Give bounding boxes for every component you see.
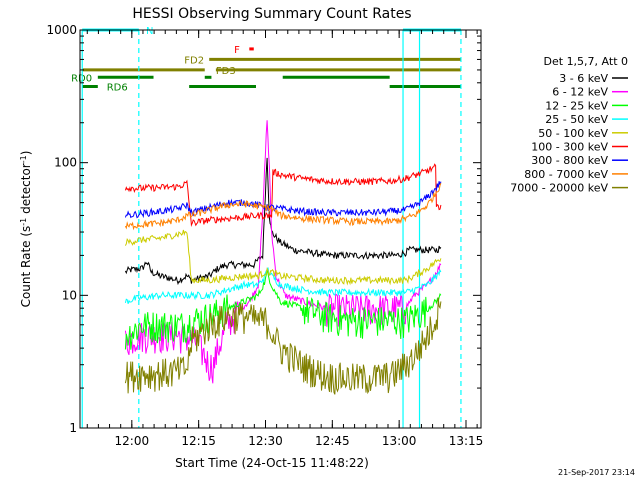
x-tick-label-0: 12:00 — [115, 434, 150, 448]
y-axis-label-end: ) — [19, 151, 33, 156]
flag-label-F: F — [234, 45, 240, 56]
legend-label-1: 6 - 12 keV — [552, 86, 608, 99]
x-tick-label-2: 12:30 — [248, 434, 283, 448]
series-line-4 — [124, 229, 442, 286]
y-axis-label: Count Rate (s-1 detector-1) — [19, 151, 33, 308]
series-line-3 — [124, 267, 442, 304]
flag-label-RD6: RD6 — [107, 83, 128, 94]
y-axis-label-sup1: -1 — [19, 218, 28, 226]
legend-label-8: 7000 - 20000 keV — [510, 182, 608, 195]
series-line-2 — [124, 269, 442, 350]
footer-timestamp: 21-Sep-2017 23:14 — [558, 468, 635, 477]
x-tick-label-3: 12:45 — [315, 434, 350, 448]
series-line-7 — [124, 183, 442, 231]
y-axis-label-main: Count Rate (s — [19, 226, 33, 308]
series-line-6 — [124, 181, 442, 219]
series-line-0 — [124, 157, 442, 286]
flag-label-FD3: FD3 — [216, 66, 236, 77]
x-tick-label-1: 12:15 — [181, 434, 216, 448]
legend-label-6: 300 - 800 keV — [531, 154, 608, 167]
legend-label-3: 25 - 50 keV — [545, 113, 608, 126]
plot-frame — [79, 29, 482, 429]
y-tick-label-1: 10 — [62, 288, 77, 302]
y-axis-label-mid: detector — [19, 163, 33, 218]
series-line-5 — [124, 163, 442, 228]
flag-label-RD0: RD0 — [71, 73, 92, 84]
flag-label-N: N — [146, 26, 153, 37]
legend-title: Det 1,5,7, Att 0 — [544, 55, 628, 68]
y-tick-label-2: 100 — [54, 156, 77, 170]
legend-label-7: 800 - 7000 keV — [524, 168, 608, 181]
flag-label-FD2: FD2 — [184, 55, 204, 66]
y-tick-label-3: 1000 — [46, 23, 77, 37]
x-tick-label-4: 13:00 — [382, 434, 417, 448]
legend-label-4: 50 - 100 keV — [538, 127, 608, 140]
chart-title: HESSI Observing Summary Count Rates — [132, 6, 411, 22]
series-line-8 — [124, 297, 442, 395]
legend-label-0: 3 - 6 keV — [559, 72, 608, 85]
legend-label-5: 100 - 300 keV — [531, 141, 608, 154]
legend-label-2: 12 - 25 keV — [545, 99, 608, 112]
y-tick-label-0: 1 — [69, 421, 77, 435]
axes: 1 10 100 1000 12:00 12:15 12:30 12:45 13:00 13:15 — [46, 23, 483, 448]
series-lines — [124, 120, 442, 395]
x-axis-label: Start Time (24-Oct-15 11:48:22) — [175, 456, 369, 470]
x-tick-label-5: 13:15 — [449, 434, 484, 448]
y-axis-label-sup2: -1 — [19, 155, 28, 163]
